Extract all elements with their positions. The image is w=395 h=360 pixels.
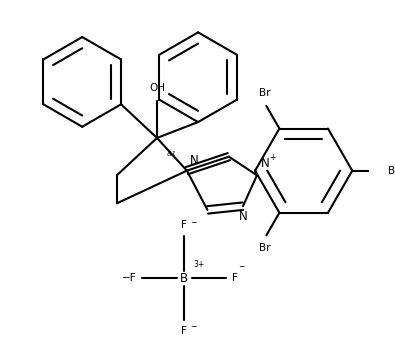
Text: −: − [191, 322, 197, 331]
Text: 3+: 3+ [194, 260, 205, 269]
Text: Br: Br [259, 89, 270, 98]
Text: −: − [238, 262, 245, 271]
Text: Br: Br [388, 166, 395, 176]
Text: F: F [181, 326, 187, 336]
Text: F: F [181, 220, 187, 230]
Text: &1: &1 [166, 151, 176, 157]
Text: −: − [191, 218, 197, 227]
Text: N: N [239, 210, 247, 223]
Text: −F: −F [122, 273, 136, 283]
Text: B: B [180, 271, 188, 285]
Text: F: F [232, 273, 238, 283]
Text: N: N [190, 154, 198, 167]
Text: N: N [261, 157, 269, 170]
Text: +: + [269, 153, 275, 162]
Text: OH: OH [149, 83, 165, 93]
Text: Br: Br [259, 243, 270, 253]
